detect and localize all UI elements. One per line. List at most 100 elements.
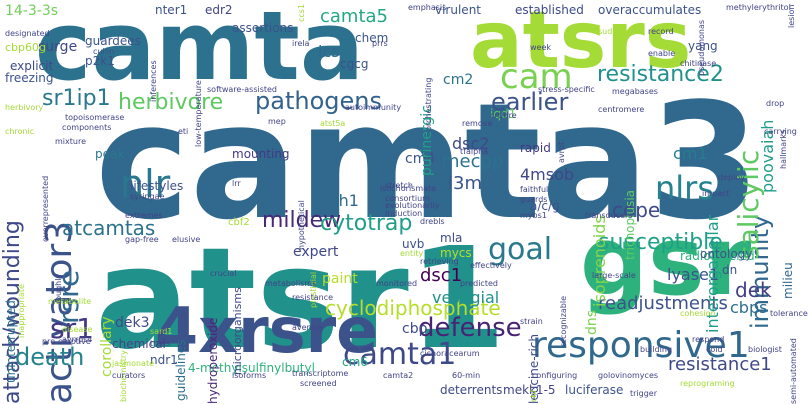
cloud-word: tolerance [770, 309, 808, 318]
cloud-word: 14-3-3s [5, 3, 59, 19]
cloud-word: predicted [460, 279, 498, 288]
cloud-word: chitinase [680, 59, 717, 68]
cloud-word: effectively [470, 261, 512, 270]
cloud-word: screened [300, 379, 337, 388]
cloud-word: defense [418, 313, 522, 343]
cloud-word: yang [688, 39, 718, 53]
cloud-word: sr1 [50, 312, 94, 345]
cloud-word: cold [706, 345, 723, 354]
cloud-word: cm2 [443, 72, 474, 88]
cloud-word: nlr [120, 162, 171, 206]
cloud-word: hallmarks [779, 129, 788, 169]
cloud-word: trichoplusia [623, 189, 637, 260]
cloud-word: enable [648, 49, 676, 58]
cloud-word: avrrps4 [62, 335, 93, 344]
cloud-word: virulent [435, 3, 482, 17]
cloud-word: nlrs [655, 169, 714, 207]
cloud-word: sard1 [150, 327, 173, 336]
cloud-word: remove [462, 119, 493, 128]
cloud-word: overrepresented [41, 175, 50, 242]
cloud-word: lyase1 [667, 265, 720, 284]
cloud-word: eti [178, 127, 189, 136]
cloud-word: dek [735, 278, 772, 302]
cloud-word: chronic [5, 127, 35, 136]
cloud-word: inappropriate [17, 284, 26, 338]
cloud-word: resistance [292, 293, 334, 302]
cloud-word: building [640, 345, 673, 354]
cloud-word: 4xrsre [155, 294, 379, 367]
cloud-word: camta [35, 0, 364, 102]
cloud-word: cbp [402, 321, 428, 337]
cloud-word: deploy [718, 173, 745, 182]
cloud-word: readjustments [598, 293, 728, 314]
cloud-word: herbivory [5, 103, 44, 112]
cloud-word: respond [692, 335, 725, 344]
cloud-word: dsc2 [452, 134, 490, 153]
cloud-word: pseudomonas [697, 19, 706, 76]
cloud-word: resistance1 [668, 354, 772, 375]
cloud-word: disease [62, 325, 93, 334]
cloud-word: mecpp [442, 151, 504, 172]
cloud-word: recognizable [559, 295, 568, 347]
cloud-word: isoforms [232, 371, 267, 380]
cloud-word: overaccumulates [598, 3, 702, 17]
cloud-word: expert [293, 244, 339, 260]
cloud-word: guidelines [174, 339, 188, 401]
cloud-word: faithful [520, 185, 549, 194]
cloud-word: chem [355, 31, 389, 45]
cloud-word: extremes [125, 211, 163, 220]
cloud-word: stretch [385, 181, 413, 190]
cloud-word: dsc1 [420, 265, 463, 286]
cloud-word: i3m [448, 173, 482, 194]
cloud-word: paint [322, 271, 358, 287]
cloud-word: cope [612, 198, 661, 222]
cloud-word: cm4 [405, 151, 436, 167]
cloud-word: isochorismate [380, 184, 437, 193]
cloud-word: dns [584, 309, 600, 335]
cloud-word: components [62, 123, 112, 132]
cloud-word: atst5a [320, 119, 346, 128]
cloud-word: atcamtas [62, 216, 156, 240]
cloud-word: ontology [700, 247, 753, 261]
cloud-word: dn [722, 263, 738, 277]
cloud-word: 60-min [452, 371, 481, 380]
cloud-word: configuring [532, 371, 578, 380]
cloud-word: guards [520, 195, 548, 204]
cloud-word: semi-automated [789, 338, 798, 404]
cloud-word: isoprenoids [590, 215, 609, 307]
cloud-word: mep [268, 117, 286, 126]
cloud-word: camta5 [320, 6, 389, 27]
cloud-word: retrieving [420, 257, 459, 266]
cloud-word: impact [702, 189, 730, 198]
cloud-word: cbf2 [228, 217, 250, 228]
cloud-word: cichoracearum [420, 349, 480, 358]
cloud-word: lesion [787, 4, 796, 29]
cloud-word: transcriptome [292, 369, 349, 378]
cloud-word: goal [488, 232, 553, 267]
cloud-word: metabolite [48, 297, 92, 306]
cloud-word: mounting [232, 147, 290, 161]
cloud-word: milieu [781, 262, 795, 299]
cloud-word: cbps [730, 298, 768, 317]
cloud-word: lifestyles [130, 179, 184, 193]
cloud-word: inferences [149, 60, 158, 102]
cloud-word: pre-emptive [42, 337, 91, 346]
cloud-word: irela [292, 39, 310, 48]
cloud-word: camta2 [383, 371, 414, 380]
cloud-word: luciferase [565, 383, 624, 397]
cloud-word: resistance2 [597, 62, 724, 87]
cloud-word: mildew [262, 208, 342, 233]
cloud-word: cbp60g [5, 41, 46, 54]
cloud-word: drop [766, 99, 785, 108]
cloud-word: week [530, 43, 552, 52]
cloud-word: curators [112, 371, 146, 380]
cloud-word: established [515, 3, 584, 17]
cloud-word: radiolabeled [680, 249, 755, 263]
cloud-word: software-assisted [207, 85, 278, 94]
cloud-word: ceh1 [320, 191, 359, 210]
cloud-word: roughly [54, 273, 63, 304]
cloud-word: nter1 [155, 3, 188, 17]
cloud-word: monitored [376, 279, 418, 288]
cloud-word: gsr [580, 207, 752, 317]
